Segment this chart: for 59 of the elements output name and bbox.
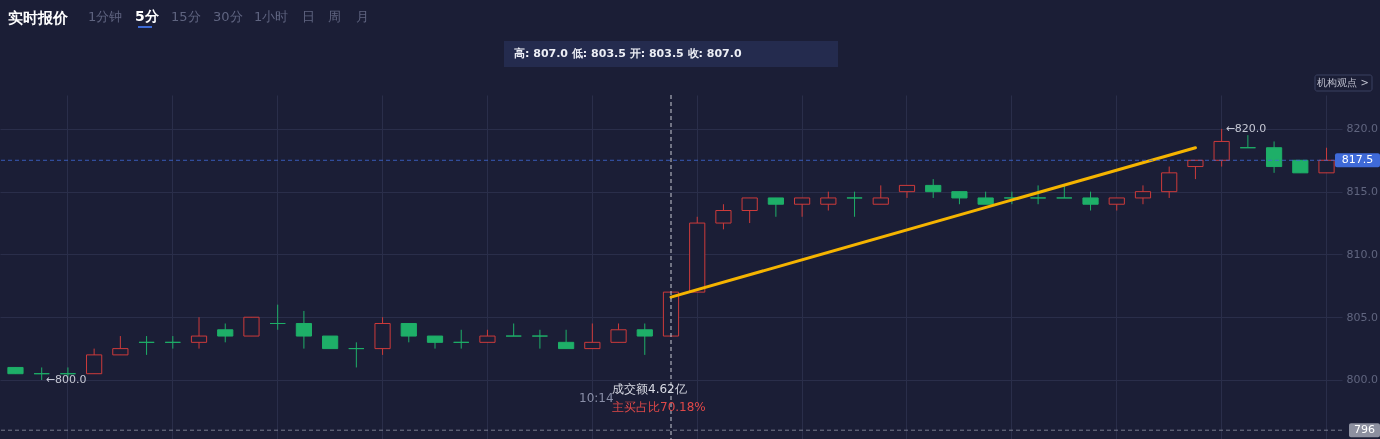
ref-line-label: 817.5 xyxy=(1341,153,1374,167)
candlestick xyxy=(741,197,758,224)
text: 日 xyxy=(302,9,315,24)
candlestick xyxy=(1265,140,1283,174)
candlestick xyxy=(164,335,181,350)
y-tick-label: 805.0 xyxy=(1346,310,1378,324)
text: 周 xyxy=(328,9,341,24)
text: 1分钟 xyxy=(88,9,123,24)
candlestick xyxy=(558,329,575,350)
candlestick xyxy=(1082,191,1099,211)
candlestick xyxy=(190,316,208,350)
y-tick-label: 800.0 xyxy=(1346,373,1378,387)
candlestick xyxy=(715,203,732,230)
y-tick-label: 810.0 xyxy=(1346,247,1378,261)
annotation: ←800.0 xyxy=(45,372,87,386)
candlestick xyxy=(269,304,286,331)
candlestick xyxy=(1161,166,1178,199)
candlestick xyxy=(584,323,601,350)
candlestick xyxy=(767,197,784,218)
annotation: ←820.0 xyxy=(1225,121,1267,135)
annotation: 成交额4.62亿 xyxy=(612,382,687,396)
candlestick xyxy=(426,335,444,350)
candlestick xyxy=(1134,184,1152,205)
candlestick xyxy=(1029,184,1047,205)
candlestick xyxy=(138,335,155,356)
chart-title: 实时报价 xyxy=(8,9,69,27)
text: 5分 xyxy=(135,8,160,24)
candlestick xyxy=(1318,147,1335,174)
candlestick xyxy=(348,341,365,368)
candlestick xyxy=(453,329,470,350)
y-tick-label: 815.0 xyxy=(1346,185,1378,199)
text: 15分 xyxy=(171,9,201,24)
candlestick xyxy=(610,323,627,343)
candlestick xyxy=(846,191,863,218)
candlestick xyxy=(243,316,260,337)
candlestick xyxy=(925,178,942,199)
candlestick xyxy=(898,184,916,199)
candlestick xyxy=(820,191,837,211)
candlestick xyxy=(1239,134,1256,149)
candlestick xyxy=(531,329,548,350)
candlestick xyxy=(505,323,522,337)
text: 月 xyxy=(356,9,369,24)
candlestick xyxy=(295,310,313,350)
annotation: 主买占比70.18% xyxy=(612,400,706,414)
text: 30分 xyxy=(213,9,243,24)
candlestick xyxy=(872,184,889,205)
candlestick xyxy=(112,335,129,356)
candlestick xyxy=(217,323,234,343)
ref-line-label: 796 xyxy=(1354,423,1375,437)
candlestick xyxy=(794,197,811,218)
candlestick xyxy=(86,348,103,375)
y-tick-label: 820.0 xyxy=(1346,122,1378,136)
annotation: 10:14 xyxy=(579,391,614,405)
candlestick xyxy=(1187,159,1204,180)
candlestick xyxy=(400,323,417,343)
text: 高: 807.0 低: 803.5 开: 803.5 收: 807.0 xyxy=(514,47,742,60)
text: 机构观点 > xyxy=(1317,77,1369,88)
candlestick xyxy=(636,323,653,356)
text: 1小时 xyxy=(254,9,289,24)
